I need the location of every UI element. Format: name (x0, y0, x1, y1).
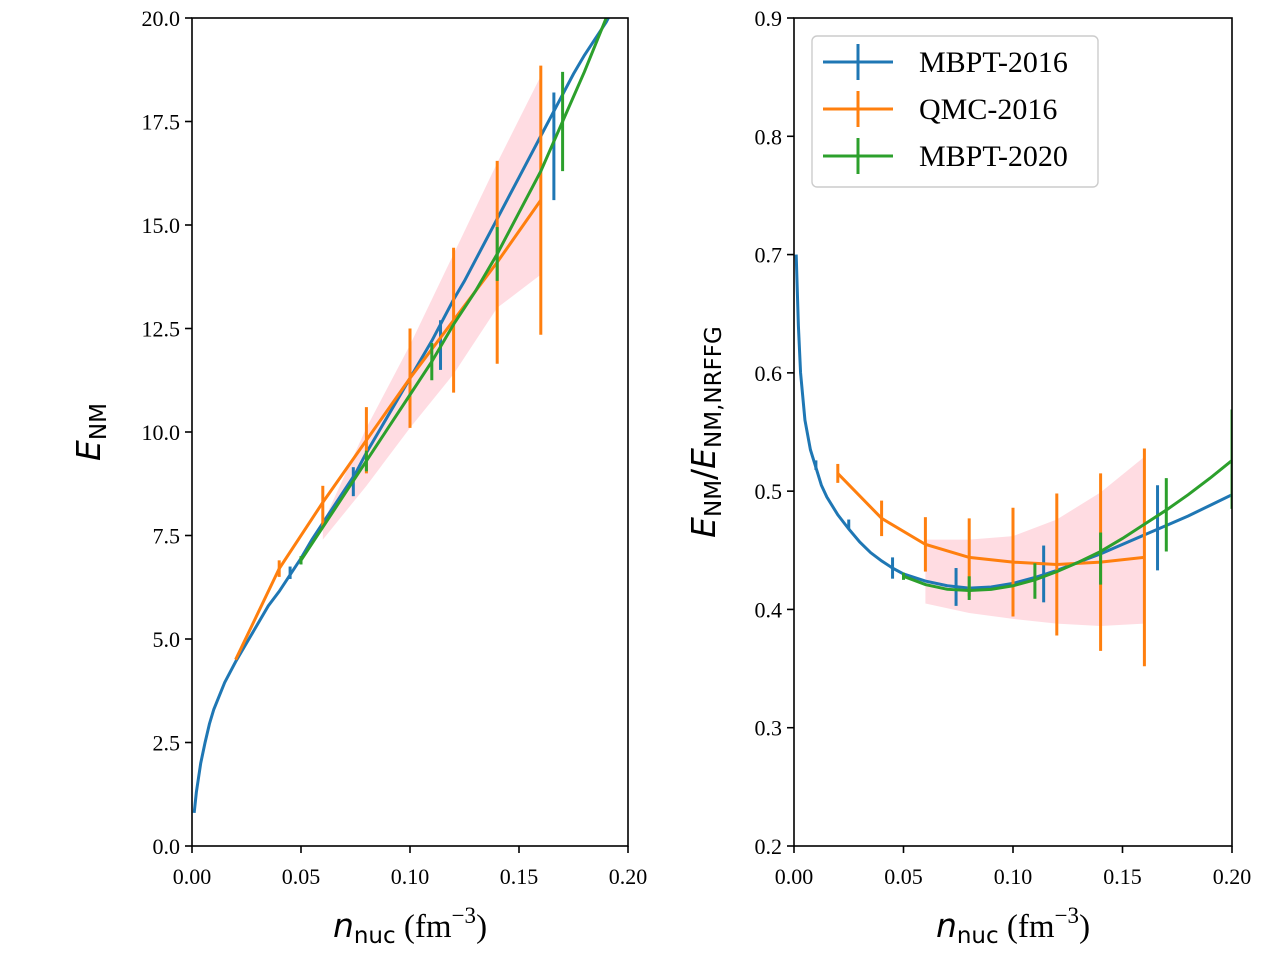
legend-label: QMC-2016 (919, 93, 1057, 126)
series-line (836, 472, 1145, 566)
y-tick-label: 0.4 (755, 597, 783, 622)
series-mbpt-2020 (299, 18, 608, 565)
uncertainty-band (322, 75, 541, 540)
x-tick-label: 0.10 (391, 864, 430, 889)
legend-box (811, 35, 1099, 188)
y-axis-label: ENM (69, 403, 112, 461)
legend-label: MBPT-2016 (919, 46, 1068, 79)
y-tick-label: 15.0 (142, 213, 181, 238)
legend-entry: QMC-2016 (823, 91, 1057, 127)
y-tick-label: 0.7 (755, 243, 783, 268)
y-tick-label: 10.0 (142, 420, 181, 445)
y-tick-label: 2.5 (153, 731, 181, 756)
plot-area (192, 18, 611, 814)
series-line (902, 459, 1232, 593)
y-tick-label: 0.2 (755, 834, 783, 859)
x-tick-label: 0.15 (1103, 864, 1142, 889)
legend: MBPT-2016 QMC-2016 MBPT-2020 (811, 35, 1099, 188)
x-tick-label: 0.20 (1213, 864, 1252, 889)
x-tick-label: 0.00 (173, 864, 212, 889)
y-tick-label: 5.0 (153, 627, 181, 652)
x-tick-label: 0.10 (994, 864, 1033, 889)
series-qmc-2016 (836, 448, 1146, 667)
y-tick-label: 0.3 (755, 716, 783, 741)
legend-entry: MBPT-2020 (823, 138, 1068, 174)
series-mbpt-2020 (902, 409, 1232, 600)
y-tick-label: 20.0 (142, 6, 181, 31)
left-chart: 0.00 0.05 0.10 0.15 0.20 0.0 2.5 5.0 7.5 10.0 12.5… (69, 6, 648, 949)
x-axis-label: nnuc (fm−3) (936, 903, 1090, 949)
x-axis-label: nnuc (fm−3) (333, 903, 487, 949)
series-line (299, 18, 608, 562)
x-tick-label: 0.00 (775, 864, 814, 889)
legend-label: MBPT-2020 (919, 140, 1068, 173)
series-mbpt-2016 (794, 254, 1232, 606)
plot-area (794, 254, 1232, 667)
y-tick-label: 0.8 (755, 124, 783, 149)
y-tick-label: 0.6 (755, 361, 783, 386)
y-tick-label: 17.5 (142, 110, 181, 135)
y-tick-label: 0.0 (153, 834, 181, 859)
y-axis-label: ENM/ENM,NRFFG (684, 326, 727, 538)
y-tick-label: 12.5 (142, 317, 181, 342)
series-line (234, 199, 543, 661)
legend-entry: MBPT-2016 (823, 44, 1068, 80)
x-tick-label: 0.05 (884, 864, 923, 889)
y-tick-label: 0.9 (755, 6, 783, 31)
right-chart: 0.00 0.05 0.10 0.15 0.20 0.2 0.3 0.4 0.5 0.6 0.7 0.… (684, 6, 1251, 949)
y-tick-label: 7.5 (153, 524, 181, 549)
series-qmc-2016 (234, 65, 543, 661)
x-tick-label: 0.20 (609, 864, 648, 889)
uncertainty-band (925, 456, 1145, 626)
x-tick-label: 0.05 (282, 864, 321, 889)
x-tick-label: 0.15 (500, 864, 539, 889)
y-tick-label: 0.5 (755, 479, 783, 504)
